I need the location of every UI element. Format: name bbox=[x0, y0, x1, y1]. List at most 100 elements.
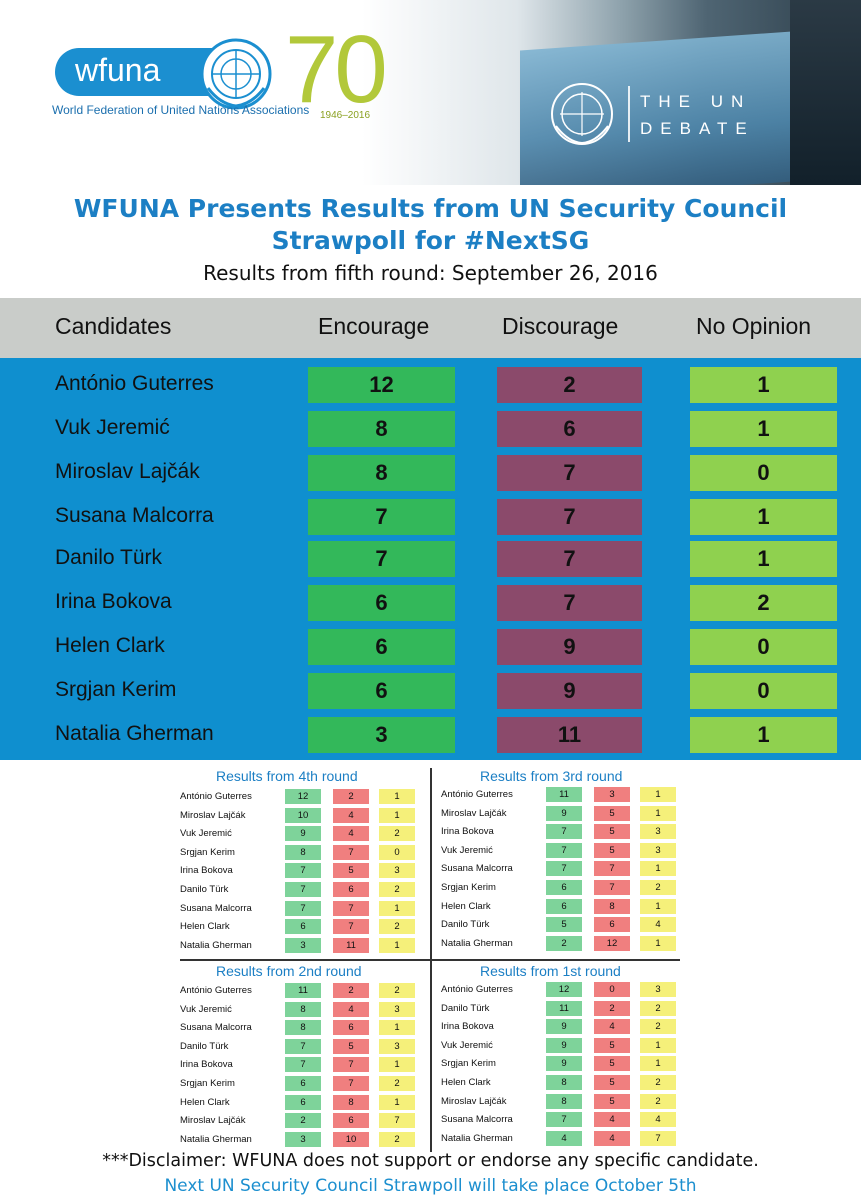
discourage-cell: 8 bbox=[594, 898, 630, 914]
table-row: António Guterres 11 3 1 bbox=[441, 787, 681, 803]
encourage-cell: 7 bbox=[285, 863, 321, 879]
no-opinion-cell: 1 bbox=[379, 1057, 415, 1073]
candidate-name: António Guterres bbox=[55, 372, 214, 395]
discourage-cell: 5 bbox=[333, 863, 369, 879]
no-opinion-cell: 1 bbox=[640, 861, 676, 877]
no-opinion-cell: 7 bbox=[640, 1130, 676, 1146]
discourage-cell: 2 bbox=[594, 1000, 630, 1016]
table-row: António Guterres 12 2 1 bbox=[180, 789, 420, 805]
encourage-cell: 7 bbox=[546, 861, 582, 877]
discourage-cell: 2 bbox=[333, 789, 369, 804]
candidate-name: Natalia Gherman bbox=[180, 1133, 252, 1145]
candidate-name: Miroslav Lajčák bbox=[180, 1115, 246, 1127]
col-no-opinion: No Opinion bbox=[696, 313, 812, 339]
candidate-name: Irina Bokova bbox=[180, 1059, 233, 1071]
no-opinion-cell: 0 bbox=[379, 844, 415, 860]
table-row: Srgjan Kerim 6 7 2 bbox=[180, 1076, 420, 1092]
table-row: Natalia Gherman 2 12 1 bbox=[441, 935, 681, 952]
table-row: Miroslav Lajčák 9 5 1 bbox=[441, 805, 681, 822]
candidate-name: Natalia Gherman bbox=[441, 937, 513, 949]
round3-title: Results from 3rd round bbox=[480, 768, 623, 784]
discourage-cell: 7 bbox=[594, 880, 630, 895]
no-opinion-cell: 2 bbox=[379, 1131, 415, 1147]
debate-divider bbox=[628, 86, 630, 142]
no-opinion-cell: 2 bbox=[379, 983, 415, 998]
table-row: Miroslav Lajčák 10 4 1 bbox=[180, 807, 420, 824]
encourage-cell: 11 bbox=[285, 983, 321, 998]
table-row: Susana Malcorra 7 7 1 bbox=[441, 861, 681, 877]
table-row: Srgjan Kerim 6 9 0 bbox=[0, 672, 861, 710]
encourage-cell: 4 bbox=[546, 1130, 582, 1146]
disclaimer-text: ***Disclaimer: WFUNA does not support or… bbox=[102, 1151, 759, 1171]
discourage-cell: 6 bbox=[594, 917, 630, 933]
debate-logo-text: THE UN DEBATE bbox=[640, 88, 755, 142]
discourage-cell: 11 bbox=[333, 937, 369, 953]
no-opinion-cell: 2 bbox=[640, 880, 676, 895]
main-results-table: António Guterres 12 2 1 Vuk Jeremić 8 6 … bbox=[0, 358, 861, 760]
candidate-name: Susana Malcorra bbox=[441, 1114, 513, 1126]
table-row: António Guterres 12 0 3 bbox=[441, 982, 681, 998]
encourage-cell: 3 bbox=[308, 717, 455, 753]
table-row: Irina Bokova 7 7 1 bbox=[180, 1057, 420, 1073]
table-row: Danilo Türk 11 2 2 bbox=[441, 1000, 681, 1017]
background-wall bbox=[790, 0, 861, 185]
table-row: Natalia Gherman 3 10 2 bbox=[180, 1131, 420, 1148]
discourage-cell: 11 bbox=[497, 717, 642, 753]
discourage-cell: 9 bbox=[497, 629, 642, 665]
table-row: Helen Clark 8 5 2 bbox=[441, 1075, 681, 1091]
discourage-cell: 4 bbox=[594, 1112, 630, 1128]
table-row: António Guterres 12 2 1 bbox=[0, 366, 861, 404]
candidate-name: Miroslav Lajčák bbox=[441, 1095, 507, 1107]
encourage-cell: 9 bbox=[546, 1037, 582, 1053]
un-emblem-icon bbox=[200, 38, 272, 110]
no-opinion-cell: 1 bbox=[640, 898, 676, 914]
discourage-cell: 7 bbox=[333, 900, 369, 916]
table-row: Helen Clark 6 9 0 bbox=[0, 628, 861, 666]
col-discourage: Discourage bbox=[502, 313, 619, 339]
discourage-cell: 4 bbox=[594, 1019, 630, 1035]
encourage-cell: 6 bbox=[285, 1076, 321, 1091]
encourage-cell: 6 bbox=[285, 1094, 321, 1110]
no-opinion-cell: 1 bbox=[640, 935, 676, 951]
discourage-cell: 4 bbox=[333, 826, 369, 842]
encourage-cell: 6 bbox=[546, 898, 582, 914]
encourage-cell: 9 bbox=[546, 1056, 582, 1072]
candidate-name: Srgjan Kerim bbox=[441, 882, 496, 893]
discourage-cell: 3 bbox=[594, 787, 630, 802]
no-opinion-cell: 1 bbox=[379, 807, 415, 823]
table-row: Helen Clark 6 8 1 bbox=[441, 898, 681, 915]
encourage-cell: 5 bbox=[546, 917, 582, 933]
discourage-cell: 7 bbox=[497, 541, 642, 577]
candidate-name: António Guterres bbox=[180, 985, 252, 996]
header-banner: wfuna 70 1946–2016 World Federation of U… bbox=[0, 0, 861, 185]
candidate-name: Danilo Türk bbox=[441, 919, 490, 931]
table-row: Vuk Jeremić 8 6 1 bbox=[0, 410, 861, 448]
discourage-cell: 5 bbox=[594, 1075, 630, 1090]
candidate-name: Vuk Jeremić bbox=[55, 416, 170, 439]
no-opinion-cell: 3 bbox=[640, 824, 676, 840]
wfuna-logo-text: wfuna bbox=[75, 52, 161, 88]
discourage-cell: 2 bbox=[497, 367, 642, 403]
encourage-cell: 12 bbox=[308, 367, 455, 403]
no-opinion-cell: 2 bbox=[379, 1076, 415, 1091]
candidate-name: Miroslav Lajčák bbox=[55, 460, 200, 483]
encourage-cell: 6 bbox=[546, 880, 582, 895]
discourage-cell: 7 bbox=[497, 585, 642, 621]
no-opinion-cell: 0 bbox=[690, 629, 837, 665]
encourage-cell: 3 bbox=[285, 1131, 321, 1147]
table-row: Vuk Jeremić 9 5 1 bbox=[441, 1037, 681, 1054]
discourage-cell: 6 bbox=[497, 411, 642, 447]
encourage-cell: 12 bbox=[285, 789, 321, 804]
encourage-cell: 7 bbox=[546, 824, 582, 840]
anniversary-years: 1946–2016 bbox=[320, 110, 371, 121]
discourage-cell: 7 bbox=[333, 919, 369, 935]
encourage-cell: 8 bbox=[308, 411, 455, 447]
no-opinion-cell: 1 bbox=[379, 937, 415, 953]
candidate-name: António Guterres bbox=[441, 984, 513, 995]
table-row: Danilo Türk 7 7 1 bbox=[0, 540, 861, 578]
candidate-name: Srgjan Kerim bbox=[180, 1078, 235, 1089]
col-encourage: Encourage bbox=[318, 313, 430, 339]
no-opinion-cell: 2 bbox=[690, 585, 837, 621]
encourage-cell: 8 bbox=[546, 1093, 582, 1109]
candidate-name: António Guterres bbox=[180, 791, 252, 802]
